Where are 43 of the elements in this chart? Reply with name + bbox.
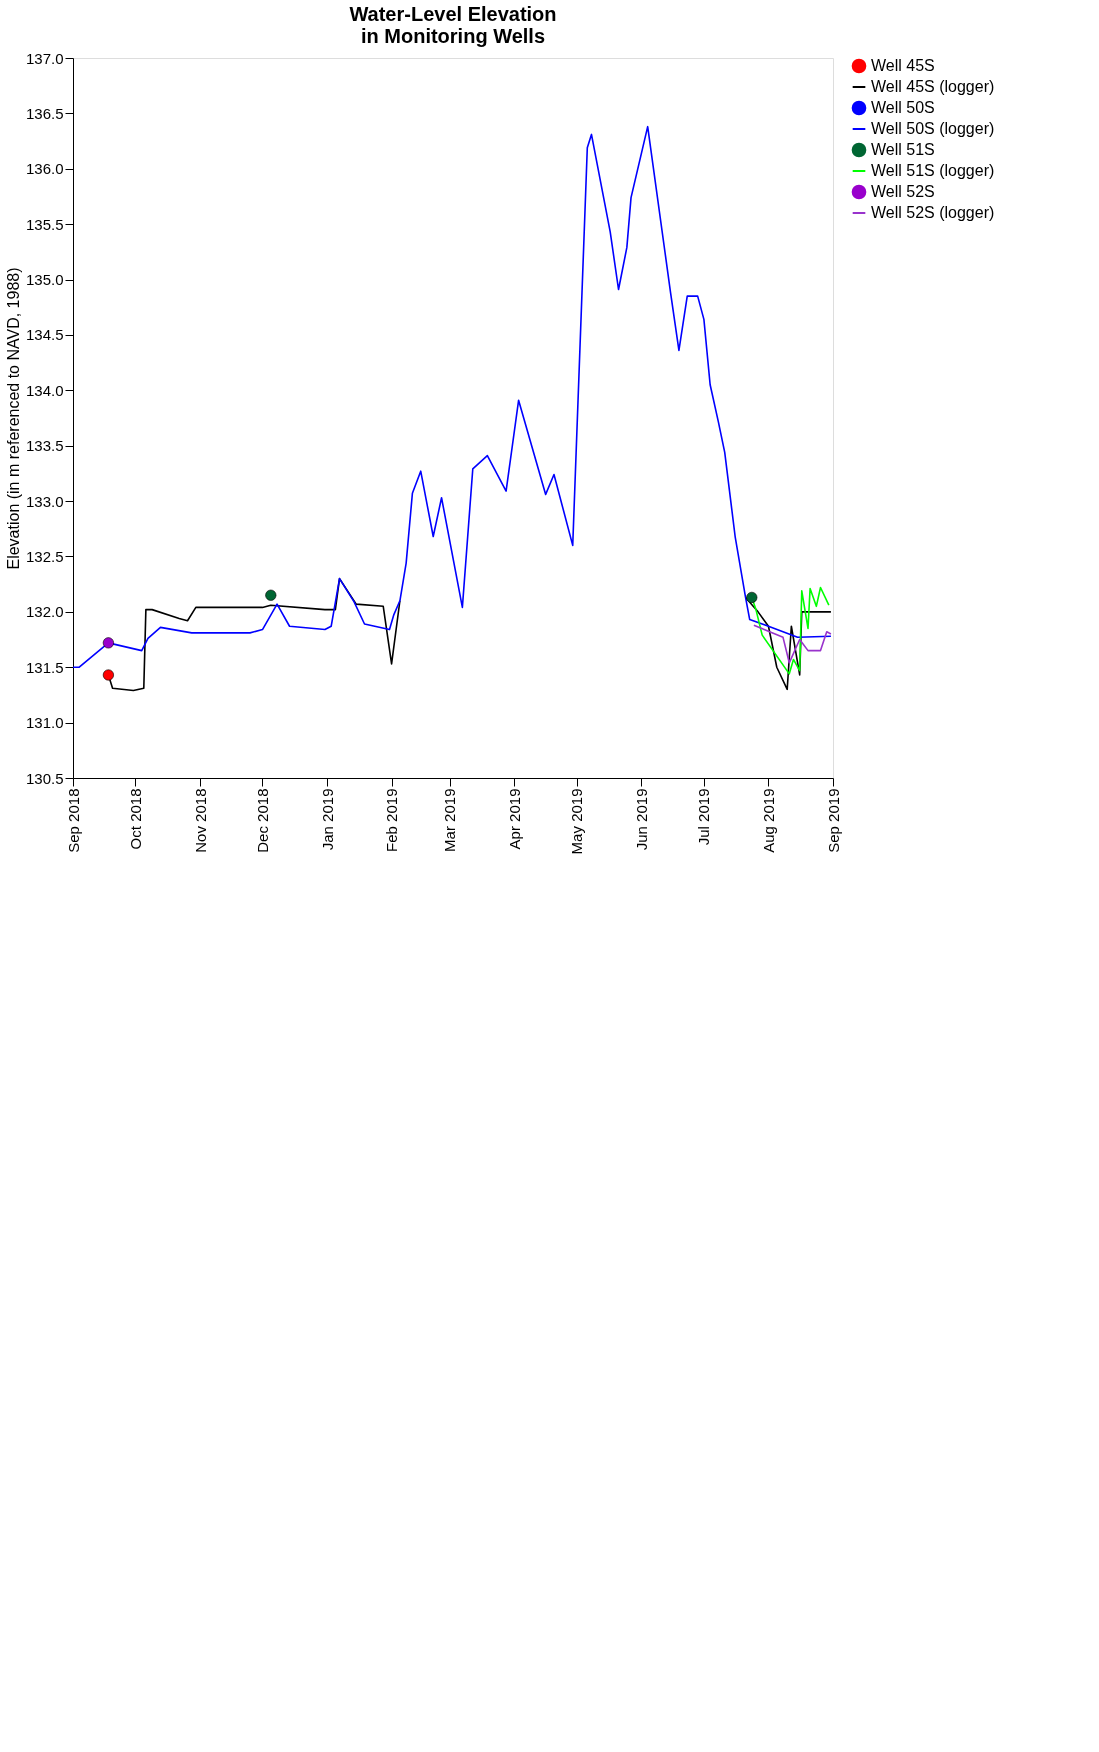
point [102, 637, 114, 649]
legend-label: Well 52S (logger) [871, 204, 995, 221]
x-tick-label: Feb 2019 [383, 788, 401, 852]
line-series [72, 125, 832, 669]
legend-label: Well 45S [871, 57, 935, 74]
y-tick-label: 132.0 [25, 603, 64, 621]
y-axis-title: Elevation (in m referenced to NAVD, 1988) [4, 267, 22, 570]
y-tick-label: 136.5 [25, 104, 64, 122]
x-tick-label: Apr 2019 [505, 788, 523, 850]
y-tick-label: 133.0 [25, 492, 64, 510]
y-tick-label: 135.5 [25, 215, 64, 233]
y-tick-label: 134.5 [25, 326, 64, 344]
x-tick-label: Sep 2019 [824, 788, 842, 853]
y-tick-label: 132.5 [25, 547, 64, 565]
y-tick-label: 133.5 [25, 437, 64, 455]
y-tick-label: 136.0 [25, 160, 64, 178]
point [265, 589, 277, 601]
x-tick-label: Jan 2019 [318, 788, 336, 851]
point [102, 669, 114, 681]
x-tick-label: Jul 2019 [695, 788, 713, 846]
y-tick-label: 134.0 [25, 381, 64, 399]
y-tick-label: 135.0 [25, 271, 64, 289]
legend-label: Well 52S [871, 183, 935, 200]
legend-label: Well 50S (logger) [871, 120, 995, 137]
x-tick-label: May 2019 [568, 788, 586, 855]
x-tick-label: Aug 2019 [759, 788, 777, 853]
x-tick-label: Jun 2019 [632, 788, 650, 851]
line-series [753, 624, 832, 664]
y-tick-label: 137.0 [25, 49, 64, 67]
legend-label: Well 51S (logger) [871, 162, 995, 179]
y-tick-label: 130.5 [25, 769, 64, 787]
x-tick-label: Dec 2018 [253, 788, 271, 853]
point [746, 591, 758, 603]
chart-title: Water-Level Elevation in Monitoring Wells [349, 3, 557, 47]
x-tick-label: Mar 2019 [441, 788, 459, 852]
y-tick-label: 131.5 [25, 658, 64, 676]
legend-label: Well 50S [871, 99, 935, 116]
x-tick-label: Sep 2018 [64, 788, 82, 853]
x-tick-label: Nov 2018 [191, 788, 209, 853]
x-tick-label: Oct 2018 [126, 788, 144, 850]
legend-label: Well 45S (logger) [871, 78, 995, 95]
y-tick-label: 131.0 [25, 714, 64, 732]
legend-label: Well 51S [871, 141, 935, 158]
